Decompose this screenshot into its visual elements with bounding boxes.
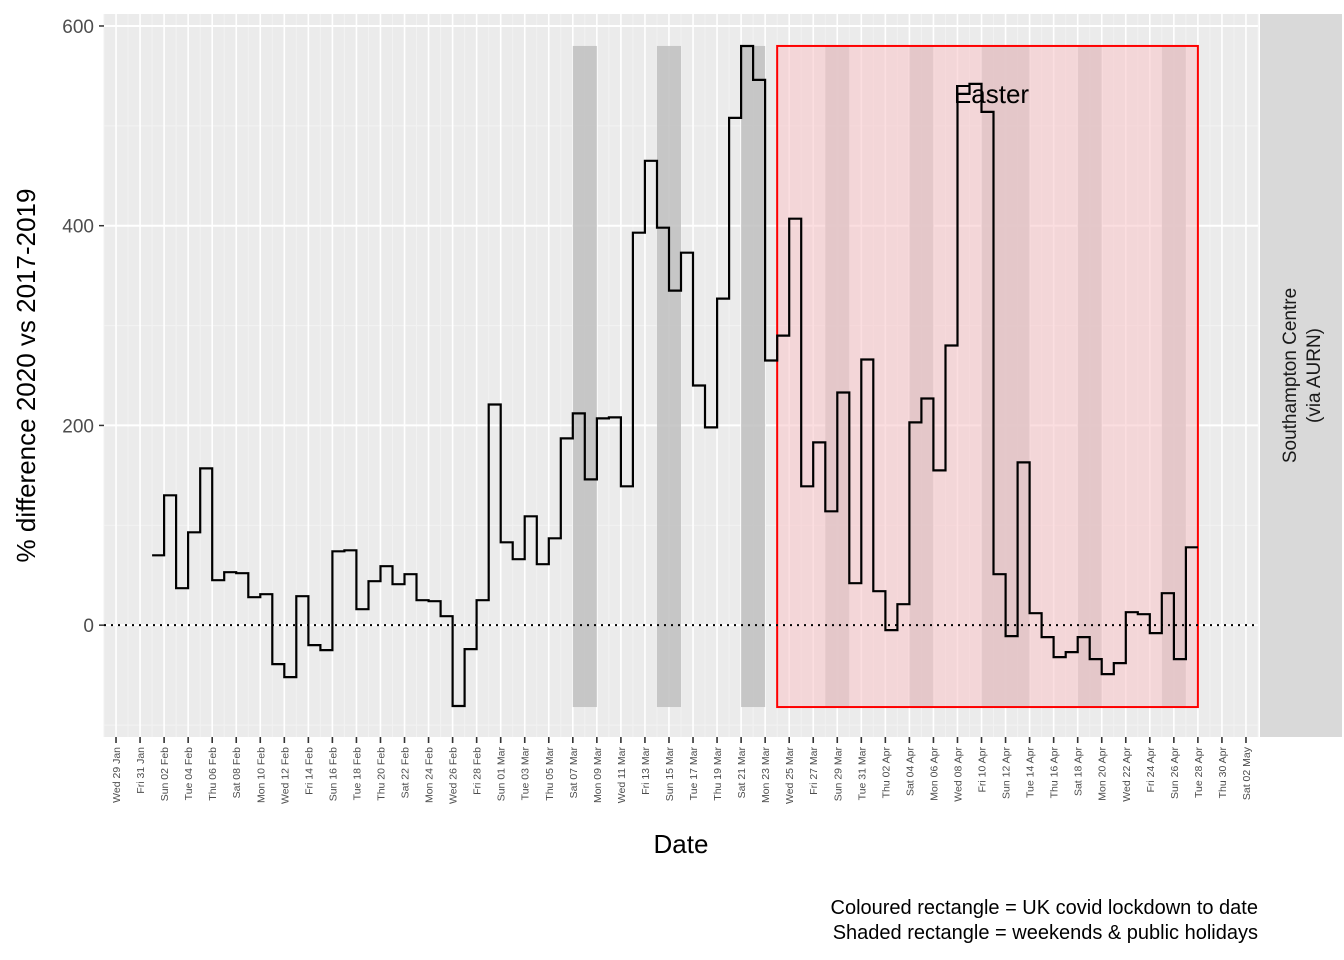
x-tick-label: Tue 31 Mar — [856, 747, 868, 801]
x-tick-label: Wed 11 Mar — [616, 746, 628, 803]
y-tick-label: 200 — [62, 416, 94, 437]
x-tick-label: Wed 29 Jan — [111, 747, 123, 803]
x-tick-label: Fri 27 Mar — [808, 747, 820, 795]
y-axis-title: % difference 2020 vs 2017-2019 — [11, 189, 41, 563]
x-tick-label: Sat 21 Mar — [736, 746, 748, 798]
x-tick-label: Tue 17 Mar — [688, 747, 700, 801]
x-tick-label: Wed 12 Feb — [279, 747, 291, 804]
y-tick-label: 600 — [62, 17, 94, 38]
x-tick-label: Sun 15 Mar — [664, 746, 676, 801]
x-tick-label: Sun 02 Feb — [159, 747, 171, 801]
x-tick-label: Sun 29 Mar — [832, 746, 844, 801]
caption-lockdown: Coloured rectangle = UK covid lockdown t… — [830, 897, 1258, 919]
x-tick-label: Wed 26 Feb — [448, 747, 460, 804]
x-tick-label: Wed 25 Mar — [784, 747, 796, 804]
x-tick-label: Thu 20 Feb — [376, 747, 388, 801]
x-tick-label: Sat 02 May — [1241, 746, 1253, 800]
x-tick-label: Sat 07 Mar — [568, 746, 580, 798]
x-tick-label: Sun 12 Apr — [1001, 747, 1013, 799]
x-tick-label: Thu 30 Apr — [1217, 747, 1229, 799]
x-tick-label: Mon 09 Mar — [592, 747, 604, 804]
facet-strip — [1260, 14, 1342, 737]
shaded-period — [741, 45, 766, 708]
x-tick-label: Wed 08 Apr — [953, 747, 965, 802]
x-tick-label: Sun 16 Feb — [327, 747, 339, 801]
x-tick-label: Fri 31 Jan — [135, 747, 147, 794]
x-tick-label: Thu 06 Feb — [207, 747, 219, 801]
x-tick-label: Thu 05 Mar — [544, 747, 556, 801]
x-tick-label: Mon 23 Mar — [760, 747, 772, 804]
x-tick-label: Fri 14 Feb — [303, 747, 315, 795]
x-tick-label: Sat 18 Apr — [1073, 747, 1085, 797]
x-tick-label: Sun 26 Apr — [1169, 747, 1181, 799]
shaded-period — [656, 45, 681, 708]
data-series-line — [152, 44, 1198, 708]
facet-strip-label: Southampton Centre — [1280, 288, 1301, 463]
x-tick-label: Tue 04 Feb — [183, 747, 195, 800]
x-tick-label: Sat 08 Feb — [231, 747, 243, 799]
x-tick-label: Sat 04 Apr — [904, 747, 916, 797]
x-tick-label: Mon 10 Feb — [255, 747, 267, 803]
x-tick-label: Tue 03 Mar — [520, 747, 532, 801]
x-tick-label: Mon 06 Apr — [928, 747, 940, 801]
x-tick-label: Sun 01 Mar — [496, 746, 508, 801]
x-tick-label: Fri 10 Apr — [977, 747, 989, 793]
x-tick-label: Sat 22 Feb — [400, 747, 412, 799]
annotation-label: Easter — [954, 79, 1029, 109]
facet-strip-label: (via AURN) — [1304, 328, 1325, 423]
y-tick-label: 0 — [83, 616, 94, 637]
x-tick-label: Tue 28 Apr — [1193, 747, 1205, 798]
shaded-period — [572, 45, 597, 708]
x-tick-label: Fri 13 Mar — [640, 747, 652, 795]
x-tick-label: Thu 19 Mar — [712, 747, 724, 801]
x-tick-label: Fri 28 Feb — [472, 747, 484, 795]
y-tick-label: 400 — [62, 217, 94, 238]
caption-shaded: Shaded rectangle = weekends & public hol… — [832, 922, 1258, 944]
x-tick-label: Mon 20 Apr — [1097, 747, 1109, 801]
lockdown-rectangle — [776, 44, 1199, 709]
x-tick-label: Thu 16 Apr — [1049, 747, 1061, 799]
x-tick-label: Tue 14 Apr — [1025, 747, 1037, 798]
x-tick-label: Thu 02 Apr — [880, 747, 892, 799]
x-tick-label: Wed 22 Apr — [1121, 747, 1133, 802]
x-tick-label: Fri 24 Apr — [1145, 747, 1157, 793]
x-tick-label: Mon 24 Feb — [424, 747, 436, 803]
x-axis-title: Date — [654, 829, 709, 859]
x-tick-label: Tue 18 Feb — [351, 747, 363, 800]
